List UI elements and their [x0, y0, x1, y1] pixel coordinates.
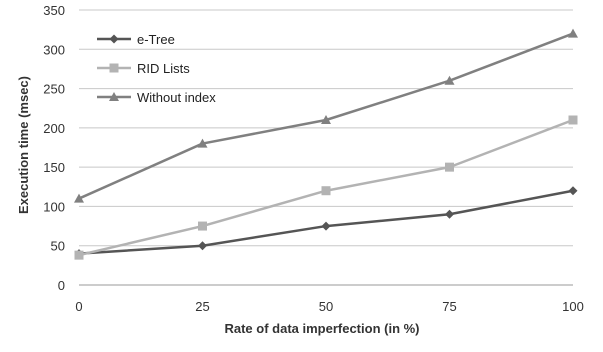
legend-label: RID Lists: [137, 61, 190, 76]
data-point: [568, 115, 578, 125]
y-tick-label: 50: [51, 239, 65, 254]
y-tick-label: 0: [58, 278, 65, 293]
data-point: [198, 221, 207, 231]
x-tick-label: 100: [562, 299, 584, 314]
data-point: [568, 186, 578, 196]
data-point: [445, 209, 454, 219]
data-point: [321, 186, 331, 196]
data-point: [197, 138, 208, 148]
y-tick-label: 200: [43, 121, 65, 136]
x-tick-label: 25: [195, 299, 209, 314]
y-tick-label: 150: [43, 160, 65, 175]
data-point: [444, 75, 455, 85]
legend-marker: [109, 34, 119, 44]
data-point: [74, 250, 84, 260]
y-tick-label: 250: [43, 82, 65, 97]
y-tick-label: 300: [43, 42, 65, 57]
x-tick-label: 50: [319, 299, 333, 314]
y-axis-title: Execution time (msec): [16, 76, 31, 214]
series-lines: [74, 28, 578, 260]
axes: 0 50 100 150 200 250 300 350 0 25 50 75 100: [43, 3, 584, 314]
x-tick-label: 75: [442, 299, 456, 314]
data-point: [321, 115, 331, 124]
legend: e-Tree RID Lists Without index: [97, 32, 216, 105]
data-point: [445, 162, 454, 172]
legend-label: Without index: [137, 90, 216, 105]
data-point: [74, 193, 84, 203]
data-point: [568, 28, 578, 38]
x-tick-label: 0: [75, 299, 82, 314]
data-point: [321, 221, 331, 231]
legend-label: e-Tree: [137, 32, 175, 47]
legend-marker: [109, 63, 119, 73]
y-tick-label: 350: [43, 3, 65, 18]
y-tick-label: 100: [43, 199, 65, 214]
legend-marker: [109, 92, 119, 101]
gridlines: [79, 9, 573, 247]
data-point: [198, 241, 207, 251]
x-axis-title: Rate of data imperfection (in %): [224, 321, 419, 336]
